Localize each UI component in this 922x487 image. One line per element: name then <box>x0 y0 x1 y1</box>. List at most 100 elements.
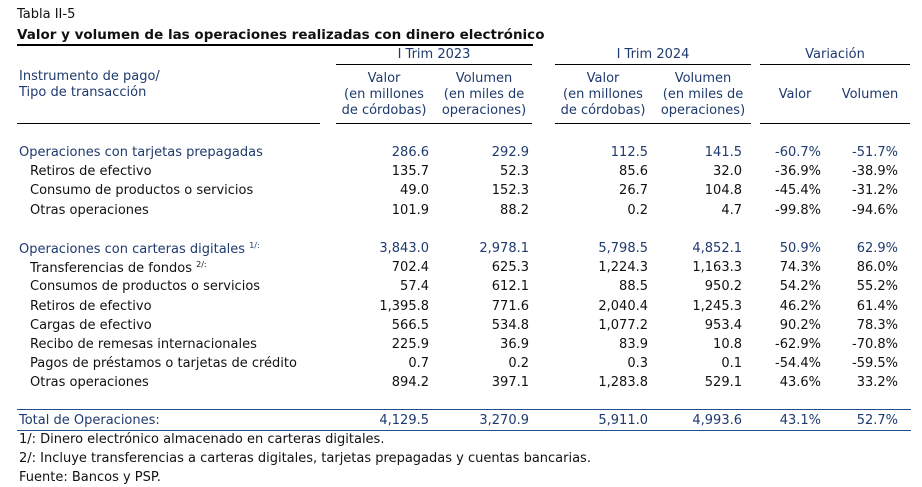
total-valor-2023: 4,129.5 <box>379 413 429 428</box>
valor-2023-header-line1: Valor <box>367 71 401 86</box>
total-bottom-rule <box>17 430 911 431</box>
table-row-1-2-valor-2024: 2,040.4 <box>598 298 648 314</box>
variation-rule <box>760 64 910 65</box>
table-row-1-5-var-volumen: -59.5% <box>852 356 898 372</box>
table-title: Valor y volumen de las operaciones reali… <box>17 27 545 43</box>
table-row-1-2-label: Retiros de efectivo <box>30 299 152 314</box>
valor-2024-header-line1: Valor <box>586 71 620 86</box>
table-row-0-2-var-volumen: -94.6% <box>852 202 898 218</box>
table-row-0-1-valor-2024: 26.7 <box>619 183 648 199</box>
table-row-1-0-footnote-ref: 2/: <box>196 260 207 270</box>
table-row-0-0-valor-2023: 135.7 <box>391 164 429 180</box>
table-row-1-1-label: Consumos de productos o servicios <box>30 279 260 294</box>
header-rule-label <box>17 123 320 124</box>
total-label: Total de Operaciones: <box>19 413 160 428</box>
table-row-1-6-var-volumen: 33.2% <box>856 375 898 391</box>
table-row-1-3-label-text: Cargas de efectivo <box>30 317 152 333</box>
group-row-0: Operaciones con tarjetas prepagadas 286.6… <box>0 145 922 164</box>
table-row-0-1-var-valor: -45.4% <box>775 183 821 199</box>
table-row-1-1-label-text: Consumos de productos o servicios <box>30 279 261 295</box>
table-row-1-1-valor-2024: 88.5 <box>619 279 648 295</box>
table-row-1-4-valor-2024: 83.9 <box>619 337 648 352</box>
group-row-1: Operaciones con carteras digitales 1/: 3,… <box>0 241 922 260</box>
table-row-0-0-valor-2024: 85.6 <box>619 164 648 180</box>
group-row-1-label: Operaciones con carteras digitales 1/: <box>19 241 260 257</box>
title-underline <box>17 44 533 46</box>
table-row-1-5-volumen-2024: 0.1 <box>721 356 742 372</box>
period-2024-rule <box>555 64 751 65</box>
table-row-1-5-label: Pagos de préstamos o tarjetas de crédito <box>30 356 297 371</box>
valor-2024-header-line2: (en millones <box>563 87 643 102</box>
table-row-1-1-var-valor: 54.2% <box>779 279 821 295</box>
table-row-1-6-var-valor: 43.6% <box>779 375 821 391</box>
group-row-1-valor-2024: 5,798.5 <box>598 241 648 256</box>
table-row-1-0-valor-2024: 1,224.3 <box>598 260 648 276</box>
table-row-0-0-label-text: Retiros de efectivo <box>30 164 152 180</box>
table-row-1-2-label-text: Retiros de efectivo <box>30 298 152 314</box>
table-row-1-4: Recibo de remesas internacionales 225.9 36… <box>0 337 922 356</box>
table-row-1-3-var-volumen: 78.3% <box>856 317 898 333</box>
table-row-1-6-valor-2024: 1,283.8 <box>598 375 648 391</box>
volumen-2024-header-line1: Volumen <box>674 71 732 86</box>
table-row-1-5: Pagos de préstamos o tarjetas de crédito… <box>0 356 922 375</box>
instrument-header-line1: Instrumento de pago/ <box>19 69 160 84</box>
group-row-0-label-text: Operaciones con tarjetas prepagadas <box>19 145 263 160</box>
table-row-0-1-label: Consumo de productos o servicios <box>30 183 253 198</box>
table-row-1-6-volumen-2024: 529.1 <box>704 375 742 391</box>
total-top-rule <box>17 409 911 410</box>
period-2023-header: I Trim 2023 <box>397 47 471 62</box>
table-row-1-3-label: Cargas de efectivo <box>30 318 152 333</box>
table-row-1-6-label-text: Otras operaciones <box>30 375 149 391</box>
volumen-2023-header-line1: Volumen <box>455 71 513 86</box>
table-row-1-0-label: Transferencias de fondos 2/: <box>30 260 207 276</box>
table-row-0-1-var-volumen: -31.2% <box>852 183 898 199</box>
table-row-0-1-volumen-2023: 152.3 <box>491 183 529 199</box>
table-row-1-2-volumen-2024: 1,245.3 <box>692 298 742 314</box>
table-row-1-0: Transferencias de fondos 2/: 702.4 625.3 1,… <box>0 260 922 279</box>
header-rule-2023 <box>336 123 532 124</box>
table-row-1-3-valor-2024: 1,077.2 <box>598 317 648 333</box>
table-row-1-6-label: Otras operaciones <box>30 375 149 390</box>
table-row-1-3-volumen-2023: 534.8 <box>491 317 529 333</box>
table-row-1-1-valor-2023: 57.4 <box>400 279 429 295</box>
table-row-1-0-volumen-2024: 1,163.3 <box>692 260 742 276</box>
table-row-0-2-volumen-2024: 4.7 <box>721 202 742 218</box>
group-row-0-valor-2023: 286.6 <box>391 145 429 160</box>
table-row-1-4-label: Recibo de remesas internacionales <box>30 337 257 352</box>
var-valor-header: Valor <box>778 87 812 102</box>
volumen-2024-header-line2: (en miles de <box>662 87 744 102</box>
table-row-0-0-var-volumen: -38.9% <box>852 164 898 180</box>
table-row-0-2-label: Otras operaciones <box>30 203 149 218</box>
table-row-0-1-volumen-2024: 104.8 <box>704 183 742 199</box>
table-row-0-2-valor-2023: 101.9 <box>391 202 429 218</box>
total-volumen-2023: 3,270.9 <box>479 413 529 428</box>
group-row-1-volumen-2023: 2,978.1 <box>479 241 529 256</box>
variation-header: Variación <box>805 47 865 62</box>
period-2023-rule <box>336 64 532 65</box>
group-row-1-footnote-ref: 1/: <box>249 241 260 250</box>
group-row-0-volumen-2023: 292.9 <box>491 145 529 160</box>
table-row-1-0-var-volumen: 86.0% <box>856 260 898 276</box>
period-2024-header: I Trim 2024 <box>616 47 690 62</box>
volumen-2023-header-line3: operaciones) <box>441 103 527 118</box>
group-row-0-label: Operaciones con tarjetas prepagadas <box>19 145 263 160</box>
table-row-1-3: Cargas de efectivo 566.5 534.8 1,077.2 953.4… <box>0 318 922 337</box>
volumen-2024-header: Volumen (en miles de operaciones) <box>655 71 751 119</box>
table-row-1-3-volumen-2024: 953.4 <box>704 317 742 333</box>
table-row-1-0-volumen-2023: 625.3 <box>491 260 529 276</box>
total-valor-2024: 5,911.0 <box>598 413 648 428</box>
total-var-valor: 43.1% <box>779 413 821 428</box>
var-volumen-header: Volumen <box>841 87 899 102</box>
table-row-1-4-volumen-2024: 10.8 <box>713 337 742 352</box>
group-row-0-valor-2024: 112.5 <box>610 145 648 160</box>
group-row-1-valor-2023: 3,843.0 <box>379 241 429 256</box>
table-row-1-2-volumen-2023: 771.6 <box>491 298 529 314</box>
table-row-1-1-volumen-2024: 950.2 <box>704 279 742 295</box>
table-row-1-3-var-valor: 90.2% <box>779 317 821 333</box>
volumen-2023-header-line2: (en miles de <box>443 87 525 102</box>
table-row-1-3-valor-2023: 566.5 <box>391 317 429 333</box>
table-row-1-2-var-volumen: 61.4% <box>856 298 898 314</box>
header-rule-2024 <box>555 123 751 124</box>
table-row-1-6-valor-2023: 894.2 <box>391 375 429 391</box>
table-row-1-5-valor-2023: 0.7 <box>408 356 429 372</box>
